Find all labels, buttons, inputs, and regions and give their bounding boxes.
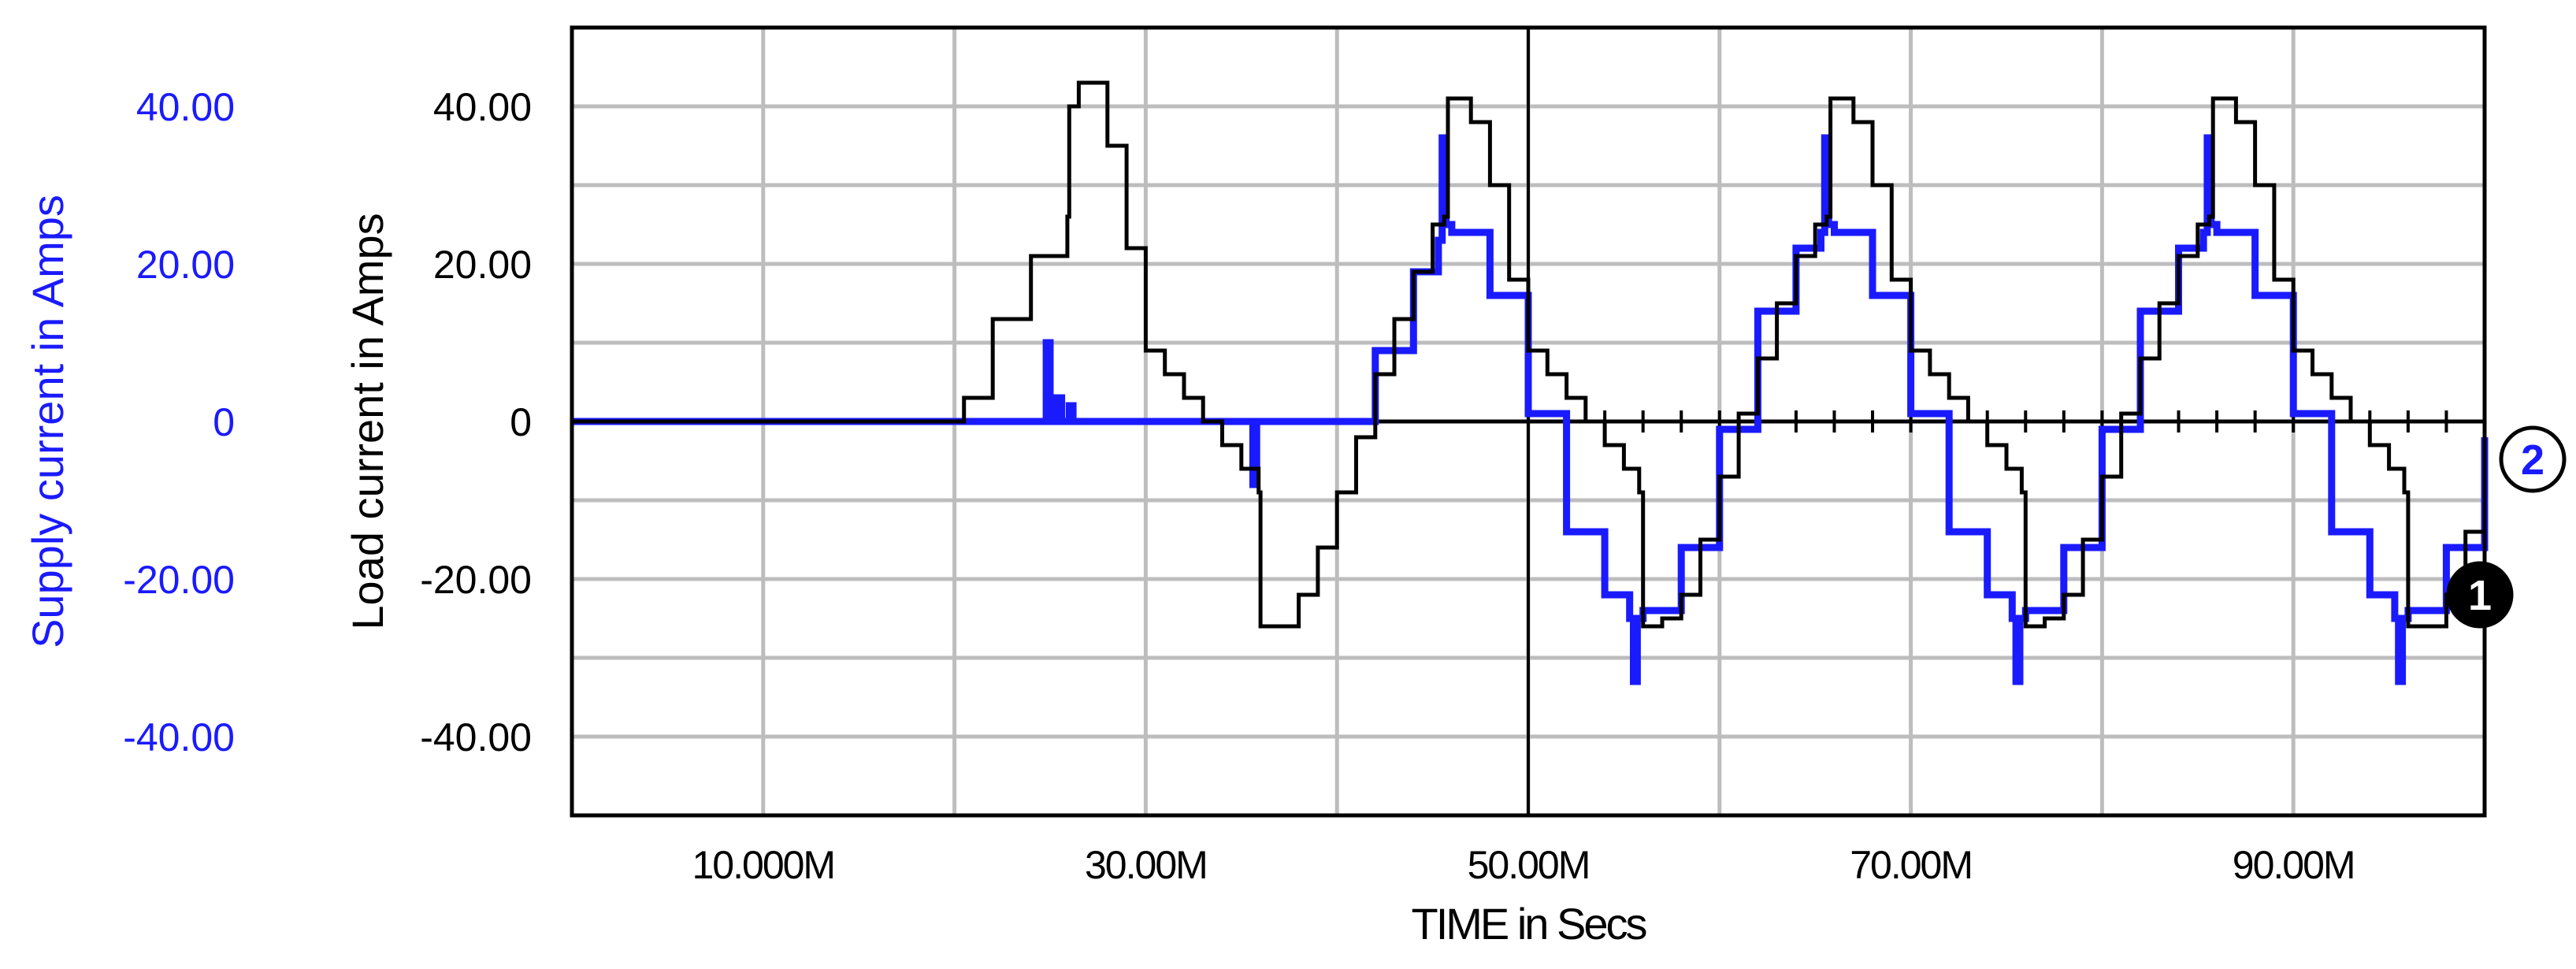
y-axis-title-load: Load current in Amps [343, 213, 392, 629]
series-marker-label-1: 1 [2468, 572, 2492, 619]
y-tick-label-load: -40.00 [420, 715, 532, 759]
y-tick-label-supply: 0 [213, 400, 235, 444]
x-tick-label: 70.00M [1850, 843, 1972, 887]
y-tick-label-load: -20.00 [420, 558, 532, 602]
series-marker-2 [2499, 425, 2567, 493]
y-tick-label-supply: -40.00 [123, 715, 235, 759]
y-tick-label-load: 0 [510, 400, 532, 444]
y-tick-label-supply: 40.00 [136, 85, 235, 129]
x-tick-label: 10.000M [692, 843, 835, 887]
plot-frame [570, 25, 2487, 818]
y-tick-label-load: 40.00 [433, 85, 532, 129]
y-tick-labels-supply: 40.00 20.00 0 -20.00 -40.00 [123, 85, 235, 759]
series-marker-1 [2446, 561, 2514, 629]
series-line-1 [572, 80, 2487, 629]
series-layer [572, 80, 2489, 685]
x-tick-labels: 10.000M 30.00M 50.00M 70.00M 90.00M [692, 843, 2356, 887]
series-line-2 [572, 134, 2489, 685]
y-tick-label-supply: -20.00 [123, 558, 235, 602]
x-axis-title: TIME in Secs [1412, 899, 1646, 949]
y-tick-label-supply: 20.00 [136, 243, 235, 287]
y-axis-title-supply: Supply current in Amps [23, 195, 72, 648]
x-tick-label: 30.00M [1085, 843, 1207, 887]
y-tick-labels-load: 40.00 20.00 0 -20.00 -40.00 [420, 85, 532, 759]
series-markers: 12 [2446, 425, 2567, 629]
series-marker-label-2: 2 [2521, 436, 2544, 484]
x-tick-label: 50.00M [1468, 843, 1590, 887]
y-tick-label-load: 20.00 [433, 243, 532, 287]
x-tick-label: 90.00M [2233, 843, 2355, 887]
